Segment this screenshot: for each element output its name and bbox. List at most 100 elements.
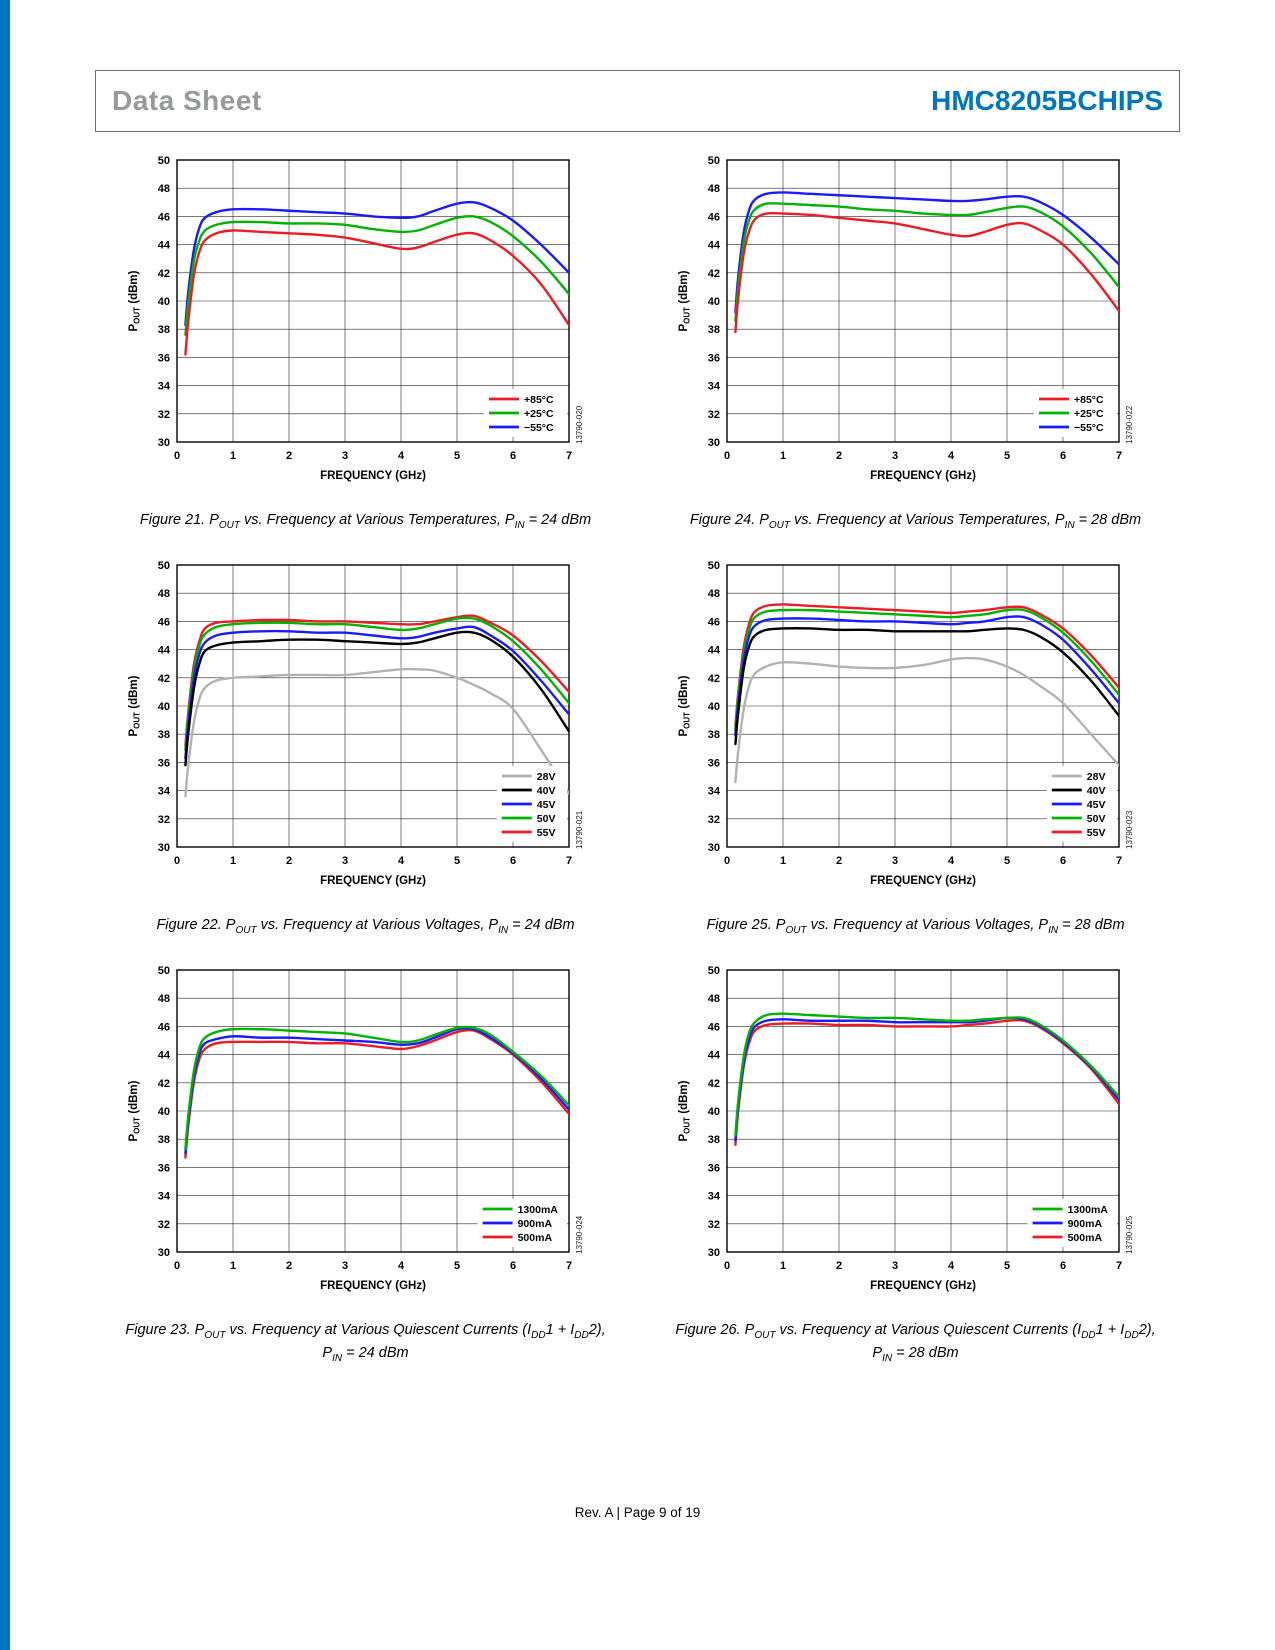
y-tick-label: 40 [157,701,169,713]
x-tick-label: 4 [947,1260,954,1272]
x-tick-label: 5 [453,450,459,462]
series-line-45v [183,625,569,760]
legend-label: +25°C [524,408,554,420]
legend-label: 50V [536,813,555,825]
y-tick-label: 44 [707,644,720,656]
y-tick-label: 48 [707,183,719,195]
y-tick-label: 30 [707,842,719,854]
legend-label: +25°C [1074,408,1104,420]
plot-frame [725,564,1120,848]
series-line-25-c [733,202,1119,322]
x-axis-label: FREQUENCY (GHz) [320,470,426,482]
x-tick-label: 0 [173,450,179,462]
x-tick-label: 2 [285,1260,291,1272]
series-line-55v [733,603,1119,727]
x-tick-label: 7 [1115,855,1121,867]
y-tick-label: 42 [707,268,719,280]
y-tick-label: 34 [157,1190,170,1202]
y-tick-label: 48 [707,993,719,1005]
x-tick-label: 3 [341,1260,347,1272]
series-line-55-c [183,200,569,327]
figure-block-fig22: 28V 40V 45V 50V 55V 30 32 34 36 38 40 42 44 46 48 50 0 1 2… [118,555,613,938]
y-tick-label: 34 [157,381,170,393]
x-tick-label: 5 [453,855,459,867]
legend-label: 55V [536,827,555,839]
y-tick-label: 30 [707,437,719,449]
y-tick-label: 32 [157,1219,169,1231]
y-tick-label: 44 [707,1049,720,1061]
series-line-85-c [733,211,1119,334]
y-tick-label: 36 [707,1162,719,1174]
figure-code: 13790-020 [575,405,584,444]
plot-frame [725,159,1120,443]
series-line-45v [733,615,1119,737]
figure-caption-fig22: Figure 22. POUT vs. Frequency at Various… [156,916,575,936]
x-tick-label: 6 [509,855,515,867]
y-tick-label: 50 [707,155,719,167]
x-tick-label: 1 [229,450,235,462]
y-tick-label: 32 [707,409,719,421]
y-tick-label: 34 [157,785,170,797]
header: Data Sheet HMC8205BCHIPS [95,70,1180,132]
y-tick-label: 38 [707,729,719,741]
x-tick-label: 4 [397,1260,404,1272]
charts-grid: +85°C +25°C −55°C 30 32 34 36 38 40 42 44 46 48 50 0 1 2… [118,150,1168,1366]
y-axis-label: POUT (dBm) [678,270,692,331]
y-tick-label: 40 [707,701,719,713]
x-tick-label: 5 [1003,450,1009,462]
figure-caption-fig25: Figure 25. POUT vs. Frequency at Various… [706,916,1125,936]
x-tick-label: 6 [509,1260,515,1272]
x-tick-label: 4 [947,855,954,867]
series-line-25-c [183,214,569,337]
legend-label: −55°C [524,422,554,434]
y-tick-label: 42 [157,673,169,685]
y-tick-label: 46 [157,616,169,628]
series-line-50v [183,616,569,751]
figure-code: 13790-023 [1125,810,1134,849]
plot-frame [175,564,570,848]
legend-label: 55V [1086,827,1105,839]
y-tick-label: 30 [157,437,169,449]
x-tick-label: 3 [891,1260,897,1272]
y-tick-label: 42 [707,1078,719,1090]
series-line-50v [733,608,1119,732]
footer: Rev. A | Page 9 of 19 [0,1505,1275,1520]
x-tick-label: 6 [1059,855,1065,867]
y-tick-label: 38 [157,729,169,741]
y-tick-label: 40 [707,296,719,308]
y-tick-label: 30 [157,1247,169,1259]
x-tick-label: 1 [779,1260,785,1272]
y-tick-label: 40 [707,1106,719,1118]
figure-block-fig25: 28V 40V 45V 50V 55V 30 32 34 36 38 40 42 44 46 48 50 0 1 2… [668,555,1163,938]
figure-block-fig21: +85°C +25°C −55°C 30 32 34 36 38 40 42 44 46 48 50 0 1 2… [118,150,613,533]
x-tick-label: 6 [1059,1260,1065,1272]
series-line-40v [183,630,569,767]
y-tick-label: 46 [157,211,169,223]
y-axis-label: POUT (dBm) [128,270,142,331]
series-line-85-c [183,229,569,356]
part-number: HMC8205BCHIPS [931,85,1163,116]
x-tick-label: 5 [1003,1260,1009,1272]
figure-code: 13790-022 [1125,405,1134,444]
x-tick-label: 0 [723,450,729,462]
legend-label: 28V [1086,771,1105,783]
x-tick-label: 3 [891,855,897,867]
legend-label: 40V [536,785,555,797]
x-tick-label: 2 [835,855,841,867]
figure-caption-fig23: Figure 23. POUT vs. Frequency at Various… [125,1321,606,1364]
y-tick-label: 48 [157,993,169,1005]
y-tick-label: 36 [157,757,169,769]
y-tick-label: 42 [157,1078,169,1090]
legend-label: 45V [1086,799,1105,811]
y-tick-label: 40 [157,1106,169,1118]
y-tick-label: 42 [157,268,169,280]
x-axis-label: FREQUENCY (GHz) [870,470,976,482]
y-tick-label: 44 [157,240,170,252]
series-line-1300ma [733,1012,1119,1136]
plot-frame [725,969,1120,1253]
x-tick-label: 0 [173,855,179,867]
series-line-55v [183,614,569,747]
y-tick-label: 48 [707,588,719,600]
y-axis-label: POUT (dBm) [678,675,692,736]
